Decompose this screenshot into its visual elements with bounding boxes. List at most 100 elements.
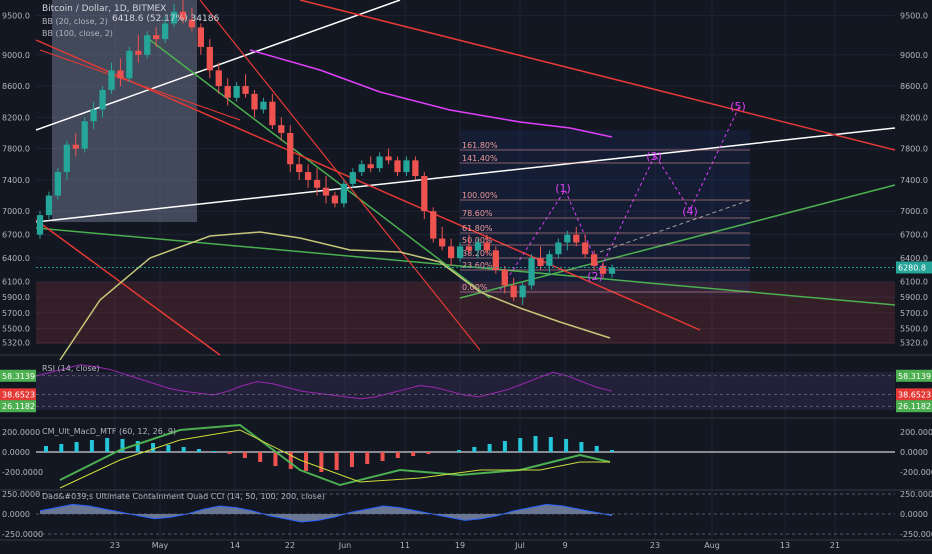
projection-line	[599, 199, 751, 253]
price-tick-label-left: 9500.0	[2, 12, 30, 21]
candle-body	[179, 11, 187, 20]
trend-line	[35, 127, 896, 223]
price-tick-label-left: 5900.0	[2, 293, 30, 302]
cci-tick-right: 250.0000	[900, 490, 932, 499]
price-tick-label-left: 6100.0	[2, 278, 30, 287]
macd-bar	[579, 442, 584, 452]
macd-bar	[151, 443, 156, 452]
candle-body	[296, 164, 303, 173]
macd-bar	[548, 437, 553, 452]
candle-body	[126, 50, 133, 79]
candle-body	[412, 160, 419, 176]
time-axis[interactable]: 23 May 14 22 Jun 11 19 Jul 9 23 Aug 13 21	[110, 541, 840, 550]
candle-body	[358, 164, 365, 173]
price-tick-label: 8600.0	[900, 82, 928, 91]
candle-body	[117, 70, 124, 79]
candle-body	[72, 144, 79, 149]
cci-line	[39, 503, 613, 523]
candles[interactable]	[36, 0, 616, 306]
price-tick-label-left: 6400.0	[2, 254, 30, 263]
last-price-tag	[896, 261, 932, 274]
candle-body	[153, 35, 160, 40]
candle-body	[376, 156, 383, 169]
rsi-tag-left	[0, 369, 36, 382]
macd-tick-left: 0.0000	[2, 448, 30, 457]
macd-tick-left: 200.0000	[2, 428, 40, 437]
wave-label: (2)	[587, 270, 603, 283]
cci-label: Dad&#039;s Ultimate Containment Quad CCI…	[42, 492, 325, 501]
candle-body	[573, 234, 580, 243]
time-tick-label: Aug	[704, 541, 720, 550]
candle-body	[278, 125, 285, 133]
macd-line	[59, 423, 611, 487]
macd-bar	[472, 447, 477, 452]
price-axis[interactable]: 9500.0 9500.0 9000.0 9000.0 8600.0 8600.0 8200…	[2, 12, 932, 348]
macd-tick-right: 200.0000	[900, 428, 932, 437]
candle-body	[439, 238, 446, 247]
macd-tick-right: -200.0000	[900, 468, 932, 477]
candle-body	[608, 267, 616, 274]
macd-bar	[487, 444, 492, 452]
candle-body	[582, 242, 589, 255]
fib-label: 23.60%	[462, 261, 493, 270]
fib-label: 161.80%	[462, 141, 498, 150]
trend-line	[35, 227, 896, 306]
candle-body	[367, 164, 374, 169]
price-tick-label-left: 8200.0	[2, 113, 30, 122]
candle-body	[304, 172, 312, 180]
time-tick-label: 9	[562, 541, 567, 550]
candle-body	[394, 160, 401, 173]
rsi-tag-right	[896, 369, 932, 382]
macd-bar	[273, 452, 278, 466]
candle-body	[537, 258, 544, 266]
candle-body	[170, 11, 178, 24]
candle-body	[287, 132, 294, 165]
trend-line	[35, 39, 701, 331]
rsi-tag-right	[896, 388, 932, 401]
wave-label: (1)	[555, 182, 571, 195]
macd-bar	[594, 446, 599, 452]
price-tick-label: 7400.0	[900, 176, 928, 185]
macd-signal	[59, 429, 610, 489]
price-tick-label-left: 7000.0	[2, 207, 30, 216]
macd-bar	[120, 439, 125, 452]
candle-body	[528, 258, 535, 286]
fib-label: 61.80%	[462, 224, 493, 233]
macd-bar	[105, 438, 110, 452]
price-tick-label: 6400.0	[900, 254, 928, 263]
candle-body	[161, 23, 169, 40]
quote-readout: 6418.6 (52.17%) 34186	[112, 14, 219, 24]
legend: Bitcoin / Dollar, 1D, BITMEX 6418.6 (52.…	[42, 4, 325, 501]
cci-tick-left: 250.0000	[2, 490, 40, 499]
macd-tick-left: -200.0000	[2, 468, 43, 477]
candle-body	[242, 86, 249, 94]
time-tick-label: 21	[830, 541, 840, 550]
candle-body	[322, 187, 330, 196]
price-tick-label: 7000.0	[900, 207, 928, 216]
candle-body	[233, 86, 240, 98]
price-tick-label: 6700.0	[900, 231, 928, 240]
candle-body	[63, 144, 70, 173]
macd-bar	[518, 438, 523, 452]
rsi-tag-right	[896, 400, 932, 413]
price-tick-label-left: 5700.0	[2, 309, 30, 318]
time-tick-label: 14	[230, 541, 240, 550]
trend-line	[39, 49, 241, 121]
macd-bar	[319, 452, 324, 472]
candle-body	[501, 269, 508, 286]
price-tick-label: 5500.0	[900, 325, 928, 334]
trend-line	[199, 0, 481, 351]
candle-body	[331, 195, 339, 204]
rsi-tick-left: 26.1182	[2, 402, 35, 411]
rsi-tick-right: 58.3139	[898, 372, 931, 381]
candle-body	[144, 35, 151, 55]
cci-tick-right: -250.0000	[900, 530, 932, 539]
time-tick-label: 22	[285, 541, 295, 550]
bb20-label: BB (20, close, 2)	[42, 17, 108, 26]
fib-label: 0.00%	[462, 283, 488, 292]
bb100-upper	[249, 49, 613, 138]
price-tick-label-left: 5320.0	[2, 339, 30, 348]
macd-bar	[365, 452, 370, 464]
